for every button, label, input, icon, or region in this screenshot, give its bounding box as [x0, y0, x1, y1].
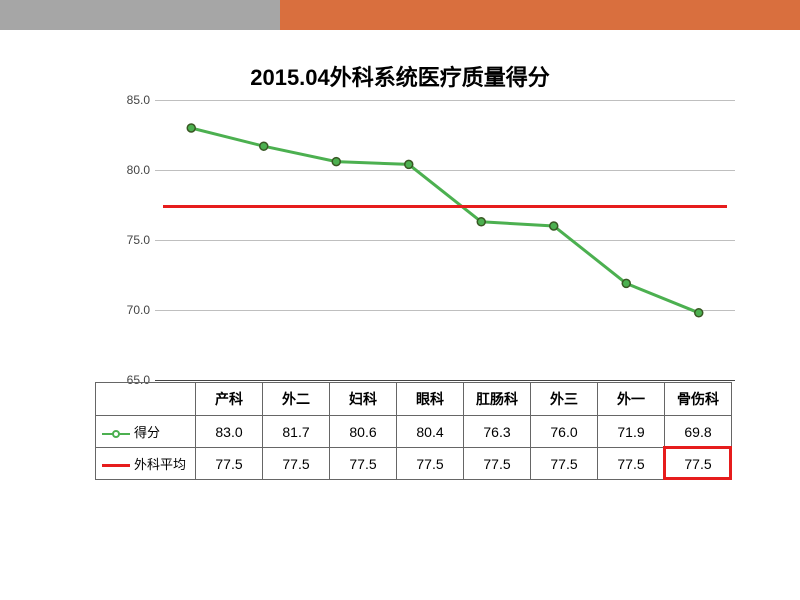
top-accent-right [280, 0, 800, 30]
data-table: 产科外二妇科眼科肛肠科外三外一骨伤科 得分 83.081.780.680.476… [95, 382, 732, 480]
category-header: 外三 [531, 383, 598, 416]
top-accent-bar [0, 0, 800, 30]
category-header: 妇科 [330, 383, 397, 416]
score-cell: 71.9 [598, 416, 665, 448]
avg-legend-icon [102, 464, 130, 467]
avg-cell: 77.5 [196, 448, 263, 480]
score-cell: 76.3 [464, 416, 531, 448]
y-tick-label: 75.0 [127, 233, 150, 247]
category-header: 眼科 [397, 383, 464, 416]
category-header: 肛肠科 [464, 383, 531, 416]
score-cell: 69.8 [665, 416, 732, 448]
score-legend-icon [102, 428, 130, 440]
plot-area [155, 100, 735, 380]
avg-cell: 77.5 [330, 448, 397, 480]
table-header-row: 产科外二妇科眼科肛肠科外三外一骨伤科 [96, 383, 732, 416]
avg-legend-label: 外科平均 [134, 457, 186, 472]
avg-reference-line [163, 205, 727, 208]
y-tick-label: 85.0 [127, 93, 150, 107]
top-accent-left [0, 0, 280, 30]
category-header: 产科 [196, 383, 263, 416]
y-tick-label: 70.0 [127, 303, 150, 317]
gridline [155, 380, 735, 381]
avg-cell: 77.5 [665, 448, 732, 480]
chart-container: 65.070.075.080.085.0 [95, 100, 735, 380]
table-row-score: 得分 83.081.780.680.476.376.071.969.8 [96, 416, 732, 448]
score-line-series [155, 100, 735, 380]
category-header: 外一 [598, 383, 665, 416]
legend-cell-score: 得分 [96, 416, 196, 448]
avg-cell: 77.5 [531, 448, 598, 480]
avg-cell: 77.5 [263, 448, 330, 480]
legend-cell-avg: 外科平均 [96, 448, 196, 480]
avg-cell: 77.5 [397, 448, 464, 480]
score-cell: 81.7 [263, 416, 330, 448]
category-header: 骨伤科 [665, 383, 732, 416]
avg-cell: 77.5 [598, 448, 665, 480]
chart-title: 2015.04外科系统医疗质量得分 [0, 60, 800, 92]
y-tick-label: 80.0 [127, 163, 150, 177]
score-cell: 80.6 [330, 416, 397, 448]
score-cell: 80.4 [397, 416, 464, 448]
score-legend-label: 得分 [134, 425, 160, 440]
table-corner-cell [96, 383, 196, 416]
score-cell: 76.0 [531, 416, 598, 448]
score-cell: 83.0 [196, 416, 263, 448]
table-row-avg: 外科平均 77.577.577.577.577.577.577.577.5 [96, 448, 732, 480]
avg-cell: 77.5 [464, 448, 531, 480]
category-header: 外二 [263, 383, 330, 416]
